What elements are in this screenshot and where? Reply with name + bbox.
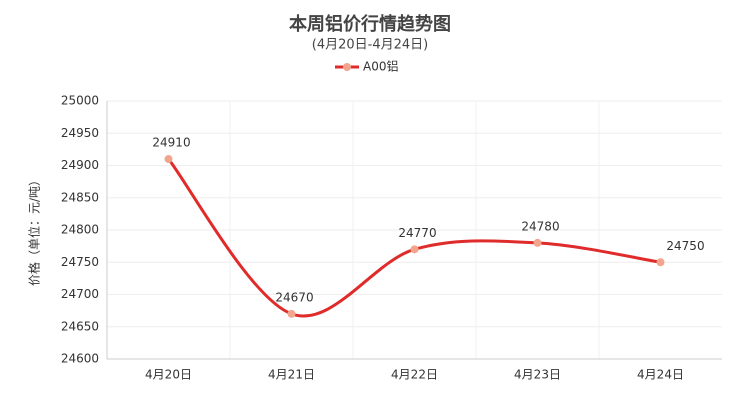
marker [410, 245, 419, 254]
chart-title: 本周铝价行情趋势图 [289, 13, 451, 35]
data-label: 24770 [398, 226, 436, 240]
marker [287, 309, 296, 318]
y-tick-label: 24750 [61, 255, 99, 269]
y-tick-label: 24650 [61, 319, 99, 333]
y-tick-label: 24600 [61, 352, 99, 366]
chart-subtitle: (4月20日-4月24日) [312, 38, 428, 53]
line [167, 158, 661, 318]
data-label: 24780 [521, 219, 559, 233]
y-tick-label: 24700 [61, 287, 99, 301]
legend-label: A00铝 [363, 59, 398, 74]
y-tick-label: 24800 [61, 223, 99, 237]
data-label: 24910 [152, 136, 190, 150]
marker [656, 258, 665, 267]
data-label: 24750 [666, 239, 704, 253]
legend-marker [343, 63, 351, 71]
x-tick-label: 4月24日 [637, 368, 684, 382]
y-axis-label: 价格（单位：元/吨） [27, 174, 42, 286]
x-tick-label: 4月21日 [268, 368, 315, 382]
marker [164, 155, 173, 164]
y-tick-label: 24900 [61, 158, 99, 172]
y-tick-label: 25000 [61, 94, 99, 108]
x-tick-label: 4月20日 [145, 368, 192, 382]
y-tick-label: 24850 [61, 190, 99, 204]
x-tick-label: 4月22日 [391, 368, 438, 382]
x-tick-label: 4月23日 [514, 368, 561, 382]
data-label: 24670 [275, 290, 313, 304]
y-tick-label: 24950 [61, 126, 99, 140]
marker [533, 238, 542, 247]
